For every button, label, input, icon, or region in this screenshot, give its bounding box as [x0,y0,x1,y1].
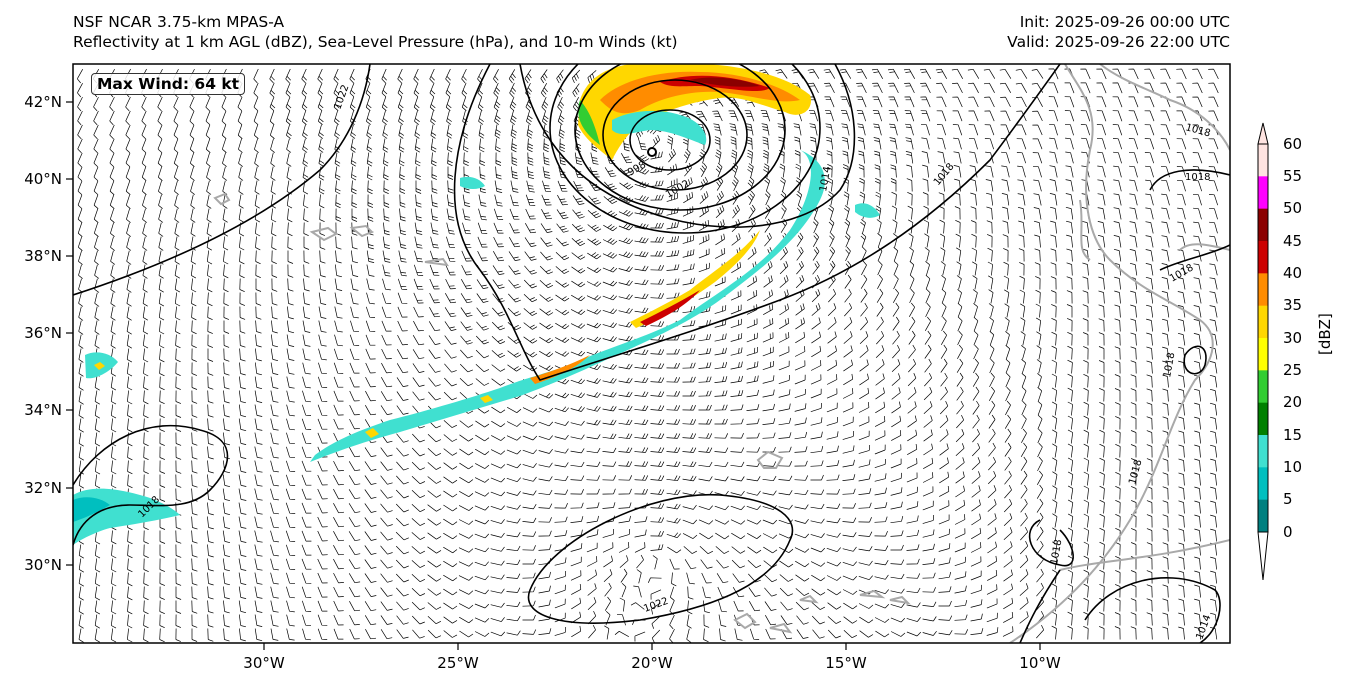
colorbar-tick-label: 15 [1283,426,1303,444]
isobar-1006 [574,64,786,211]
colorbar-cell [1258,305,1268,339]
isobar-1014-southeast [1084,577,1221,643]
model-title: NSF NCAR 3.75-km MPAS-A [73,13,285,31]
colorbar-cell [1258,144,1268,177]
colorbar-cell [1258,338,1268,371]
colorbar [1257,122,1269,581]
isobar-label: 1018 [1049,539,1064,566]
isobar-1010 [549,64,821,234]
island-madeira [756,450,784,469]
isobar-1018-east-c [1183,345,1207,375]
coastlines [213,64,1230,643]
isobars [73,64,1230,643]
colorbar-cell [1258,176,1268,210]
isobar-1018-east-a [1149,169,1230,191]
colorbar-cell [1258,208,1268,242]
frontal-band-max [640,290,700,326]
max-wind-label: Max Wind: 64 kt [91,73,246,95]
lat-label: 30°N [24,556,62,574]
lat-label: 42°N [24,93,62,111]
colorbar-cell [1258,402,1268,436]
colorbar-tick-label: 20 [1283,393,1303,411]
init-time: Init: 2025-09-26 00:00 UTC [1019,13,1230,31]
island-azores [213,192,450,267]
sw-band-core [73,497,110,522]
isobar-1014 [519,64,856,228]
reflectivity-band-50 [690,77,760,87]
axis-ticks [66,101,1041,650]
valid-time: Valid: 2025-09-26 22:00 UTC [1007,33,1230,51]
coastline-north [1099,64,1230,151]
frontal-band [310,150,825,462]
colorbar-title: [dBZ] [1316,313,1334,355]
frontal-band-core [630,230,760,328]
reflectivity-band-25 [578,100,600,145]
isobar-1022-north [73,64,371,296]
isobar-1022-south [527,493,794,624]
colorbar-tick-label: 55 [1283,167,1303,185]
colorbar-cell [1258,273,1268,307]
isobar-1018 [453,64,1061,381]
isobar-1002 [602,79,748,191]
colorbar-extend-bottom [1257,531,1269,581]
reflectivity-band-15 [612,110,707,145]
header-left: NSF NCAR 3.75-km MPAS-A Reflectivity at … [73,12,678,52]
isobar-1018-southeast [1028,519,1074,567]
coastline-iberia-africa [1009,64,1214,643]
frontal-band-cell [530,355,590,384]
colorbar-frame [1257,143,1269,533]
colorbar-cell [1258,467,1268,501]
island-canaries [733,589,911,634]
colorbar-tick-label: 10 [1283,458,1303,476]
isobar-1018-east-b [1159,244,1230,271]
colorbar-cell [1258,370,1268,404]
lat-label: 36°N [24,324,62,342]
colorbar-tick-label: 50 [1283,199,1303,217]
colorbar-cell [1258,241,1268,274]
isobar-1018-south-coast [1019,569,1061,643]
colorbar-cell [1258,499,1268,533]
colorbar-tick-label: 5 [1283,490,1293,508]
fields-title: Reflectivity at 1 km AGL (dBZ), Sea-Leve… [73,33,678,51]
lon-label: 10°W [1019,654,1061,672]
lon-label: 30°W [243,654,285,672]
lat-label: 34°N [24,401,62,419]
colorbar-tick-label: 35 [1283,296,1303,314]
header-right: Init: 2025-09-26 00:00 UTC Valid: 2025-0… [1007,12,1230,52]
isobar-label: 1018 [1162,352,1177,379]
colorbar-tick-label: 30 [1283,329,1303,347]
isobar-1018-west [73,424,229,546]
lat-label: 40°N [24,170,62,188]
lon-label: 25°W [437,654,479,672]
colorbar-tick-label: 45 [1283,232,1303,250]
lat-label: 32°N [24,479,62,497]
lon-label: 15°W [825,654,867,672]
isobar-998 [629,109,711,171]
lon-label: 20°W [631,654,673,672]
coast-detail [1079,199,1091,261]
colorbar-cell [1258,435,1268,468]
coastline-south [1059,539,1230,571]
lat-label: 38°N [24,247,62,265]
colorbar-tick-label: 25 [1283,361,1303,379]
colorbar-tick-label: 0 [1283,523,1293,541]
low-center-marker [647,147,657,157]
isobar-label: 1018 [1185,172,1210,183]
colorbar-tick-label: 60 [1283,135,1303,153]
colorbar-tick-label: 40 [1283,264,1303,282]
isobar-label: 1014 [818,166,833,193]
colorbar-extend-top [1257,122,1269,145]
coastline-east [1179,243,1230,251]
